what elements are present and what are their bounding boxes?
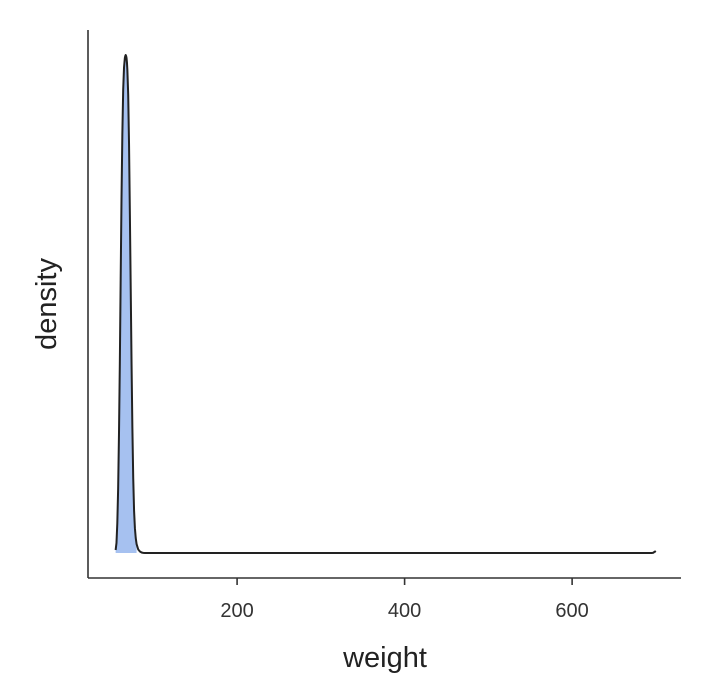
y-axis-title: density bbox=[31, 258, 63, 350]
density-line bbox=[114, 54, 657, 554]
plot-area bbox=[114, 54, 657, 554]
x-tick-label: 200 bbox=[220, 600, 253, 622]
x-axis-ticks: 200 400 600 bbox=[220, 578, 589, 622]
x-tick-label: 600 bbox=[555, 600, 588, 622]
x-tick-label: 400 bbox=[388, 600, 421, 622]
axes bbox=[87, 30, 681, 579]
x-axis-title: weight bbox=[342, 642, 427, 674]
density-fill bbox=[115, 55, 137, 553]
